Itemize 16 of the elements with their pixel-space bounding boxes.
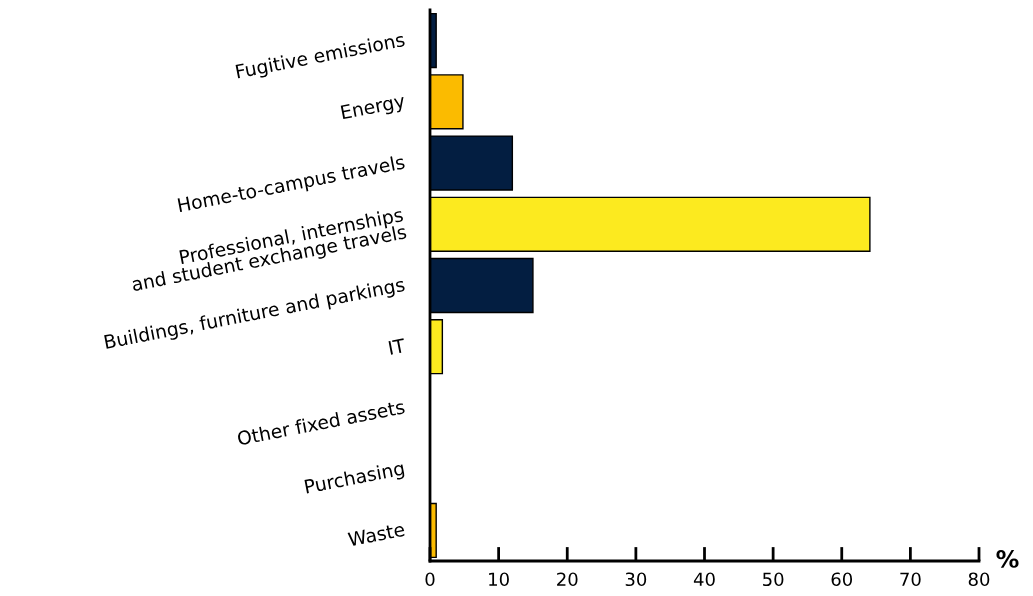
x-tick-label: 20 <box>557 572 578 587</box>
y-tick-label: Other fixed assets <box>236 399 406 446</box>
y-tick-label: Purchasing <box>304 460 406 498</box>
x-tick-label: 60 <box>831 572 853 587</box>
x-tick-label: 50 <box>763 572 784 587</box>
y-tick-label: Waste <box>347 522 406 547</box>
x-tick-label: 80 <box>968 572 990 587</box>
x-tick-label: 70 <box>900 572 921 587</box>
x-tick-label: 10 <box>489 572 509 587</box>
x-tick-label: 40 <box>693 572 715 587</box>
y-tick-label: Fugitive emissions <box>235 31 406 83</box>
y-tick-label: Energy <box>340 93 407 123</box>
x-tick-label: 0 <box>425 572 435 587</box>
x-tick-label: 30 <box>625 572 647 587</box>
x-axis-title: % <box>996 549 1019 568</box>
y-tick-label: IT <box>388 338 407 355</box>
